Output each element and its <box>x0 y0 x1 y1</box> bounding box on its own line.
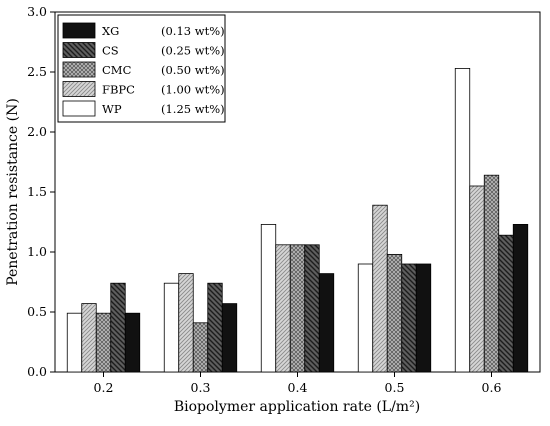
bar-xg-0.3 <box>221 303 238 373</box>
bar-fbpc-0.4 <box>275 244 291 373</box>
bar-fbpc-0.6 <box>469 185 485 373</box>
legend-dose-wp: (1.25 wt%) <box>161 102 225 116</box>
bar-wp-0.6 <box>454 68 471 373</box>
x-tick-label: 0.3 <box>191 380 211 395</box>
legend: XG (0.13 wt%) CS (0.25 wt%) CMC (0.50 wt%) FBP… <box>57 14 226 123</box>
legend-swatch-wp <box>62 100 96 117</box>
x-axis: 0.2 0.3 0.4 0.5 0.6 <box>94 372 502 395</box>
x-tick-label: 0.4 <box>288 380 308 395</box>
bar-xg-0.4 <box>318 273 335 373</box>
legend-label-fbpc: FBPC <box>102 83 135 97</box>
bar-fbpc-0.2 <box>81 303 97 373</box>
x-tick-label: 0.6 <box>482 380 502 395</box>
legend-label-cs: CS <box>102 44 119 58</box>
y-tick-label: 2.5 <box>27 64 47 79</box>
x-tick-label: 0.2 <box>94 380 114 395</box>
y-axis: 0.0 0.5 1.0 1.5 2.0 2.5 3.0 <box>27 4 55 379</box>
legend-swatch-cs <box>62 42 96 58</box>
bar-cs-0.5 <box>401 263 417 373</box>
bar-cs-0.2 <box>110 282 126 373</box>
bar-cmc-0.3 <box>192 322 209 373</box>
bar-fbpc-0.5 <box>372 204 388 373</box>
bar-cmc-0.6 <box>483 174 500 373</box>
legend-swatch-cmc <box>62 61 96 78</box>
legend-dose-xg: (0.13 wt%) <box>161 24 225 38</box>
bar-wp-0.3 <box>163 282 180 373</box>
y-tick-label: 1.5 <box>27 184 47 199</box>
legend-swatch-fbpc <box>62 81 96 97</box>
y-axis-label: Penetration resistance (N) <box>5 98 21 286</box>
x-axis-label: Biopolymer application rate (L/m²) <box>174 399 420 415</box>
bar-cs-0.3 <box>207 282 223 373</box>
y-tick-label: 1.0 <box>27 244 47 259</box>
bar-fbpc-0.3 <box>178 273 194 373</box>
legend-dose-cmc: (0.50 wt%) <box>161 63 225 77</box>
bar-cmc-0.4 <box>289 244 306 373</box>
y-tick-label: 2.0 <box>27 124 47 139</box>
bar-xg-0.2 <box>124 312 141 373</box>
legend-items: XG (0.13 wt%) CS (0.25 wt%) CMC (0.50 wt%) FBP… <box>62 22 225 117</box>
bar-wp-0.4 <box>260 223 277 373</box>
bar-cmc-0.2 <box>95 312 112 373</box>
bar-wp-0.2 <box>66 312 83 373</box>
legend-label-cmc: CMC <box>102 63 132 77</box>
bar-wp-0.5 <box>357 263 374 373</box>
y-tick-label: 3.0 <box>27 4 47 19</box>
bar-cmc-0.5 <box>386 253 403 373</box>
x-tick-label: 0.5 <box>385 380 405 395</box>
bar-xg-0.6 <box>512 223 529 373</box>
bar-cs-0.4 <box>304 244 320 373</box>
legend-dose-cs: (0.25 wt%) <box>161 44 225 58</box>
bar-xg-0.5 <box>415 263 432 373</box>
bar-cs-0.6 <box>498 234 514 373</box>
y-tick-label: 0.5 <box>27 304 47 319</box>
legend-dose-fbpc: (1.00 wt%) <box>161 83 225 97</box>
y-tick-label: 0.0 <box>27 364 47 379</box>
bars-group <box>66 68 529 373</box>
legend-label-xg: XG <box>102 24 119 38</box>
legend-label-wp: WP <box>102 102 122 116</box>
legend-swatch-xg <box>62 22 96 39</box>
